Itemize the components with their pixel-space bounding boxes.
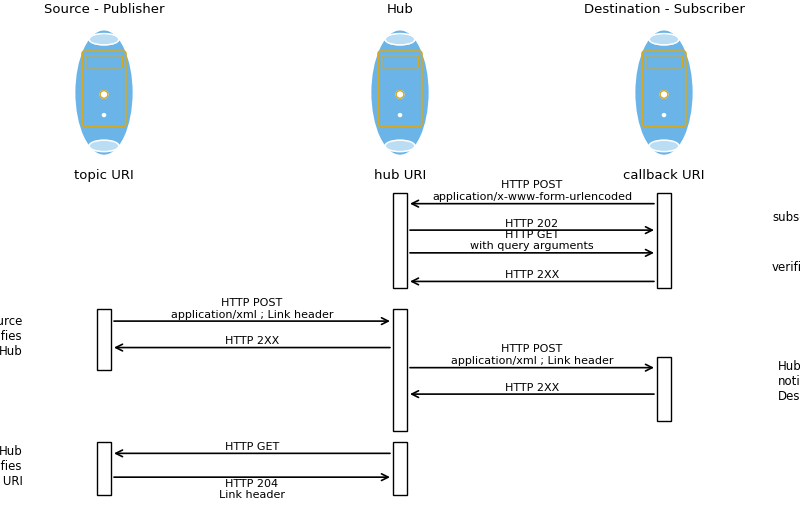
Text: Hub
verifies
topic URI: Hub verifies topic URI (0, 445, 22, 488)
Bar (657, 357, 671, 421)
Ellipse shape (649, 140, 679, 152)
Text: HTTP POST
application/xml ; Link header: HTTP POST application/xml ; Link header (450, 344, 614, 366)
Bar (393, 193, 407, 288)
Ellipse shape (370, 29, 430, 156)
Text: HTTP 202: HTTP 202 (506, 218, 558, 229)
Text: HTTP GET
with query arguments: HTTP GET with query arguments (470, 230, 594, 251)
Bar (97, 309, 111, 370)
Ellipse shape (385, 33, 415, 45)
Text: subscription: subscription (772, 212, 800, 224)
Bar (97, 442, 111, 495)
Bar (393, 309, 407, 431)
Bar (657, 193, 671, 288)
Ellipse shape (649, 33, 679, 45)
Ellipse shape (89, 140, 119, 152)
Text: verification: verification (772, 261, 800, 273)
Ellipse shape (385, 140, 415, 152)
Ellipse shape (634, 29, 694, 156)
Bar (393, 442, 407, 495)
Text: Source - Publisher: Source - Publisher (44, 3, 164, 16)
Ellipse shape (396, 90, 404, 98)
Text: HTTP GET: HTTP GET (225, 442, 279, 452)
Ellipse shape (100, 90, 108, 98)
Text: Hub: Hub (386, 3, 414, 16)
Text: Destination - Subscriber: Destination - Subscriber (583, 3, 745, 16)
Text: Hub
notifies
Desintation: Hub notifies Desintation (778, 360, 800, 404)
Ellipse shape (89, 33, 119, 45)
Ellipse shape (74, 29, 134, 156)
Text: HTTP POST
application/x-www-form-urlencoded: HTTP POST application/x-www-form-urlenco… (432, 180, 632, 202)
Text: HTTP 204
Link header: HTTP 204 Link header (219, 479, 285, 500)
Ellipse shape (398, 114, 402, 116)
Text: hub URI: hub URI (374, 169, 426, 183)
Text: topic URI: topic URI (74, 169, 134, 183)
Text: Source
notifies
Hub: Source notifies Hub (0, 315, 22, 359)
Text: HTTP 2XX: HTTP 2XX (225, 336, 279, 346)
Text: HTTP POST
application/xml ; Link header: HTTP POST application/xml ; Link header (170, 298, 334, 320)
Text: HTTP 2XX: HTTP 2XX (505, 382, 559, 393)
Ellipse shape (660, 90, 668, 98)
Ellipse shape (102, 114, 106, 116)
Ellipse shape (662, 114, 666, 116)
Text: HTTP 2XX: HTTP 2XX (505, 270, 559, 280)
Text: callback URI: callback URI (623, 169, 705, 183)
